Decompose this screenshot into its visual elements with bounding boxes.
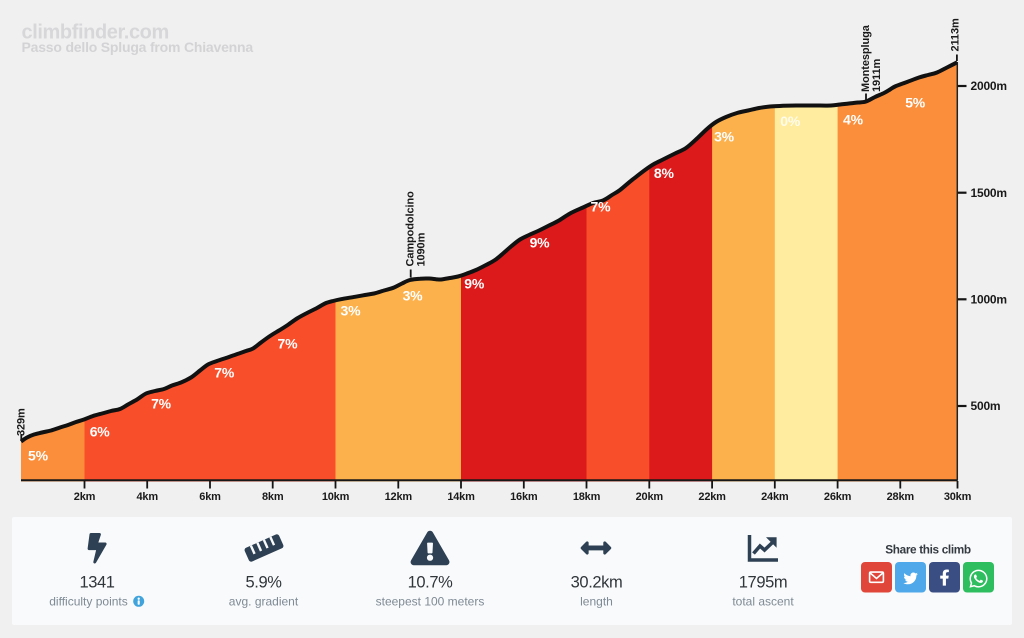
svg-text:9%: 9%	[530, 235, 551, 251]
svg-text:20km: 20km	[636, 491, 664, 503]
svg-text:6%: 6%	[90, 423, 111, 439]
svg-text:1090m: 1090m	[415, 232, 427, 266]
svg-text:26km: 26km	[824, 491, 852, 503]
svg-text:10.7%: 10.7%	[408, 574, 454, 592]
svg-text:28km: 28km	[887, 491, 915, 503]
svg-text:18km: 18km	[573, 491, 601, 503]
svg-text:9%: 9%	[464, 275, 485, 291]
svg-text:22km: 22km	[698, 491, 726, 503]
svg-text:Montespluga: Montespluga	[860, 24, 872, 92]
svg-text:4km: 4km	[136, 491, 158, 503]
svg-text:climbfinder.com: climbfinder.com	[22, 21, 169, 43]
svg-text:7%: 7%	[278, 336, 299, 352]
svg-text:3%: 3%	[714, 129, 735, 145]
svg-text:2km: 2km	[74, 491, 96, 503]
svg-text:6km: 6km	[199, 491, 221, 503]
svg-text:1500m: 1500m	[971, 186, 1007, 200]
svg-text:avg. gradient: avg. gradient	[229, 595, 299, 609]
svg-text:8km: 8km	[262, 491, 284, 503]
svg-text:steepest 100 meters: steepest 100 meters	[376, 595, 485, 609]
svg-text:7%: 7%	[151, 395, 172, 411]
svg-text:1000m: 1000m	[971, 293, 1007, 307]
svg-text:3%: 3%	[403, 288, 424, 304]
svg-text:16km: 16km	[510, 491, 538, 503]
svg-text:5.9%: 5.9%	[245, 574, 282, 592]
svg-text:2000m: 2000m	[971, 79, 1007, 93]
svg-text:329m: 329m	[16, 408, 28, 436]
svg-text:12km: 12km	[385, 491, 413, 503]
svg-text:500m: 500m	[971, 399, 1001, 413]
svg-text:1795m: 1795m	[739, 574, 787, 592]
svg-text:Passo dello Spluga from Chiave: Passo dello Spluga from Chiavenna	[22, 39, 254, 55]
svg-text:0%: 0%	[780, 113, 801, 129]
svg-text:14km: 14km	[447, 491, 475, 503]
svg-text:3%: 3%	[341, 303, 362, 319]
svg-text:30.2km: 30.2km	[571, 574, 623, 592]
svg-text:Share this climb: Share this climb	[885, 543, 971, 557]
svg-text:24km: 24km	[761, 491, 789, 503]
svg-text:1341: 1341	[79, 574, 114, 592]
svg-text:Campodolcino: Campodolcino	[404, 191, 416, 267]
svg-text:5%: 5%	[28, 448, 49, 464]
svg-text:5%: 5%	[905, 94, 926, 110]
svg-text:4%: 4%	[843, 111, 864, 127]
svg-text:8%: 8%	[654, 165, 675, 181]
svg-text:2113m: 2113m	[950, 18, 962, 51]
svg-text:1911m: 1911m	[871, 59, 883, 92]
svg-text:7%: 7%	[591, 198, 612, 214]
svg-text:total ascent: total ascent	[732, 595, 794, 609]
svg-text:length: length	[580, 595, 613, 609]
svg-text:difficulty points: difficulty points	[49, 595, 128, 609]
svg-text:7%: 7%	[214, 365, 235, 381]
svg-text:30km: 30km	[944, 491, 972, 503]
svg-text:10km: 10km	[322, 491, 350, 503]
